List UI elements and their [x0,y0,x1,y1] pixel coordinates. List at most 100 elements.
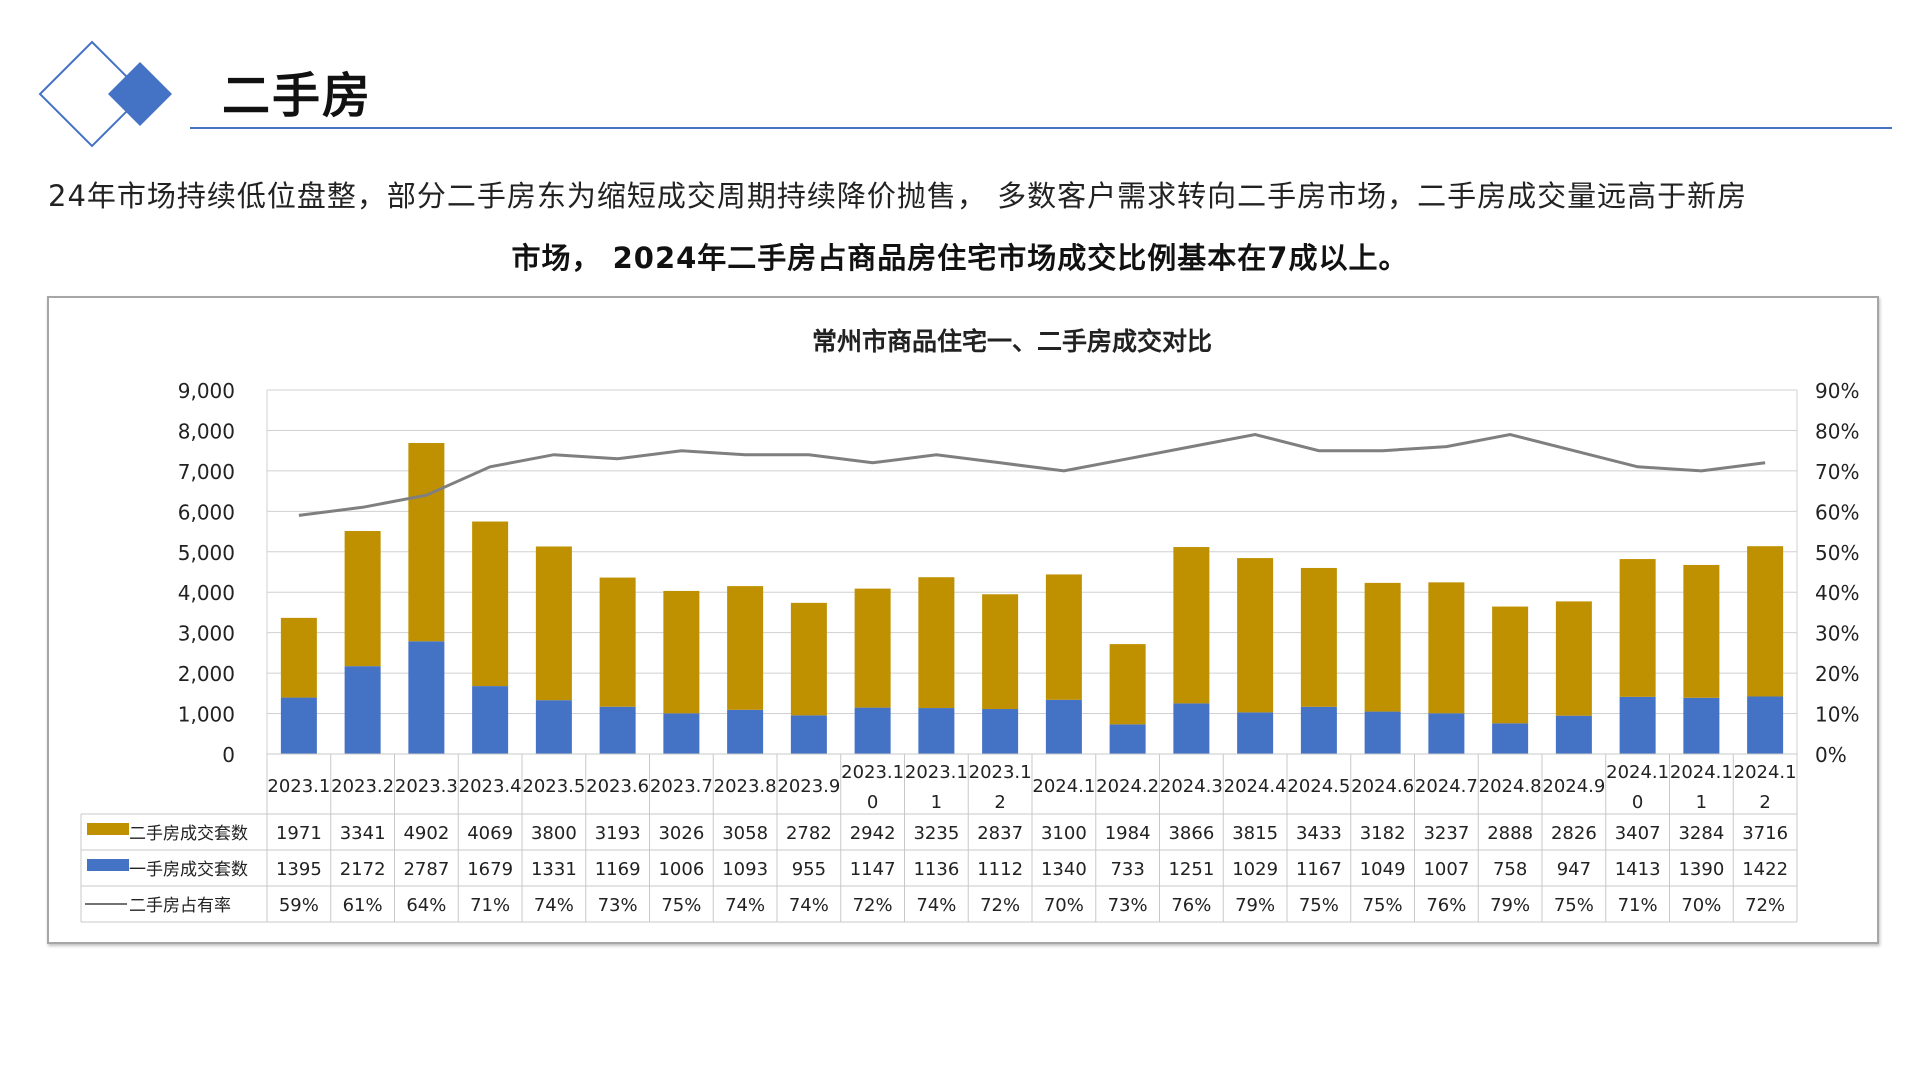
summary-line-2: 市场， 2024年二手房占商品房住宅市场成交比例基本在7成以上。 [511,241,1409,275]
table-cell: 1340 [1041,859,1087,880]
table-cell: 1679 [467,859,513,880]
x-tick-label: 2024.1 [1670,762,1733,783]
x-tick-label: 2024.8 [1479,776,1542,797]
bar-first-hand [918,708,955,754]
table-cell: 1029 [1232,859,1278,880]
table-cell: 3237 [1423,823,1469,844]
header-diamond-icon [38,40,172,148]
x-tick-label: 2023.1 [905,762,968,783]
table-cell: 1251 [1168,859,1214,880]
x-tick-label: 2023.3 [395,776,458,797]
table-cell: 3866 [1168,823,1214,844]
bar-second-hand [1109,644,1146,725]
bar-second-hand [535,546,572,701]
table-cell: 2942 [850,823,896,844]
x-tick-label: 2024.9 [1542,776,1605,797]
table-cell: 1093 [722,859,768,880]
y2-tick-label: 60% [1815,500,1859,524]
table-cell: 74% [789,895,829,916]
table-cell: 74% [725,895,765,916]
bar-first-hand [663,713,700,754]
bar-first-hand [1492,723,1529,754]
table-cell: 75% [1299,895,1339,916]
legend-label: 二手房占有率 [129,896,231,916]
table-cell: 75% [1554,895,1594,916]
bar-second-hand [1683,564,1720,698]
table-cell: 2888 [1487,823,1533,844]
x-tick-label: 2023.8 [714,776,777,797]
bar-second-hand [663,590,700,714]
table-cell: 76% [1171,895,1211,916]
table-cell: 3433 [1296,823,1342,844]
table-cell: 1984 [1105,823,1151,844]
table-cell: 1422 [1742,859,1788,880]
bar-first-hand [280,697,317,754]
table-cell: 3284 [1678,823,1724,844]
x-tick-label: 2024.7 [1415,776,1478,797]
x-tick-label: 2023.7 [650,776,713,797]
y-tick-label: 8,000 [178,419,235,443]
table-cell: 73% [598,895,638,916]
bar-first-hand [1109,724,1146,754]
table-cell: 72% [1745,895,1785,916]
bar-second-hand [1555,601,1592,716]
x-tick-label: 2023.1 [267,776,330,797]
x-tick-label: 2024.6 [1351,776,1414,797]
table-cell: 70% [1044,895,1084,916]
bar-second-hand [1173,547,1210,704]
table-cell: 1136 [913,859,959,880]
x-tick-label: 0 [867,792,878,813]
bar-second-hand [790,602,827,716]
y2-tick-label: 80% [1815,419,1859,443]
y-tick-label: 9,000 [178,379,235,403]
bar-second-hand [344,531,381,667]
y-tick-label: 6,000 [178,500,235,524]
table-cell: 3182 [1360,823,1406,844]
bar-first-hand [854,707,891,754]
table-cell: 61% [343,895,383,916]
table-cell: 1006 [658,859,704,880]
table-cell: 64% [406,895,446,916]
bar-second-hand [918,577,955,709]
summary-line-1: 24年市场持续低位盘整，部分二手房东为缩短成交周期持续降价抛售， 多数客户需求转… [48,179,1748,213]
bar-second-hand [280,617,317,698]
line-second-hand-share [298,432,1766,517]
x-tick-label: 2024.5 [1287,776,1350,797]
x-tick-label: 2024.1 [1734,762,1797,783]
table-cell: 1331 [531,859,577,880]
bar-first-hand [1555,715,1592,754]
bar-second-hand [408,443,445,642]
chart-title: 常州市商品住宅一、二手房成交对比 [812,327,1212,356]
y2-tick-label: 0% [1815,743,1847,767]
bar-second-hand [1619,559,1656,697]
bar-first-hand [790,715,827,754]
bar-first-hand [1428,713,1465,754]
table-cell: 947 [1557,859,1591,880]
x-tick-label: 2024.2 [1096,776,1159,797]
table-cell: 72% [980,895,1020,916]
bar-first-hand [982,709,1019,754]
table-cell: 733 [1110,859,1144,880]
table-cell: 3341 [340,823,386,844]
table-cell: 3716 [1742,823,1788,844]
x-tick-label: 2023.1 [969,762,1032,783]
bar-first-hand [1619,696,1656,754]
table-cell: 1007 [1423,859,1469,880]
bar-first-hand [1364,711,1401,754]
table-cell: 75% [661,895,701,916]
table-cell: 71% [470,895,510,916]
x-tick-label: 2024.4 [1224,776,1287,797]
table-cell: 1147 [850,859,896,880]
x-tick-label: 2023.1 [841,762,904,783]
table-cell: 1413 [1615,859,1661,880]
table-cell: 59% [279,895,319,916]
combo-chart: 常州市商品住宅一、二手房成交对比 0 1,000 2,000 3,000 4,000 5,0… [80,327,1859,923]
table-cell: 3235 [913,823,959,844]
table-cell: 73% [1108,895,1148,916]
table-cell: 1049 [1360,859,1406,880]
bar-second-hand [599,577,636,707]
y-tick-label: 1,000 [178,703,235,727]
table-cell: 76% [1426,895,1466,916]
bar-first-hand [408,641,445,754]
title-divider [190,127,1892,129]
